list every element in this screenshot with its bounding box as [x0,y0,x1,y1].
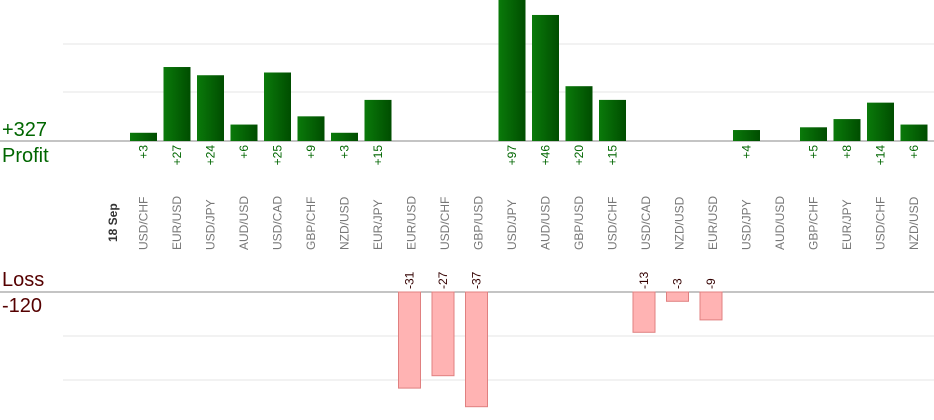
data-label: -3 [671,278,685,289]
category-label: NZD/USD [338,196,352,250]
profit-bar [230,124,258,141]
profit-bar [900,124,928,141]
profit-total: +327 [2,119,48,141]
data-label: +3 [137,145,151,159]
loss-bar [699,291,723,321]
data-label: +97 [505,145,519,166]
category-label: AUD/USD [539,196,553,250]
data-label: +6 [237,145,251,159]
data-label: +4 [740,145,754,159]
data-label: -27 [436,271,450,289]
data-label: +20 [572,145,586,166]
data-label: -37 [470,271,484,289]
loss-bar [666,291,689,302]
profit-bar [498,0,526,141]
category-label: GBP/CHF [304,197,318,250]
data-label: +3 [338,145,352,159]
profit-bar [331,132,358,141]
category-label: AUD/USD [773,196,787,250]
loss-bar [398,291,421,389]
data-label: +9 [304,145,318,159]
data-label: +15 [606,145,620,166]
category-label: GBP/USD [472,196,486,250]
value-labels: +3 +27 +24 +6 +25 +9 +3 +15 -31 -27 -37 +97 +46 +20 +1… [137,145,922,289]
profit-bar [800,127,827,141]
category-label: NZD/USD [907,196,921,250]
category-label: EUR/USD [405,196,419,250]
data-label: +15 [371,145,385,166]
profit-bar [130,132,157,141]
data-label: +46 [539,145,553,166]
data-label: -31 [403,271,417,289]
category-label: GBP/USD [572,196,586,250]
loss-total: -120 [2,295,43,317]
bars [130,0,928,408]
category-label: USD/CHF [438,197,452,250]
category-label: USD/JPY [204,199,218,250]
profit-bar [163,67,191,141]
date-label: 18 Sep [106,203,120,242]
category-label: USD/CHF [874,197,888,250]
loss-bar [465,291,488,408]
category-label: USD/JPY [740,199,754,250]
loss-bar [632,291,656,333]
profit-bar [364,99,392,141]
category-label: USD/JPY [505,199,519,250]
category-label: AUD/USD [237,196,251,250]
profit-bar [565,86,593,141]
profit-bar [532,14,559,142]
data-label: +14 [874,145,888,166]
category-label: USD/CHF [606,197,620,250]
loss-bar [431,291,455,377]
data-label: +5 [807,145,821,159]
data-label: +8 [840,145,854,159]
category-label: NZD/USD [673,196,687,250]
category-label: EUR/JPY [840,199,854,250]
category-label: USD/CAD [639,196,653,250]
data-label: +24 [204,145,218,166]
profit-bar [733,130,760,141]
loss-label: Loss [2,269,45,291]
data-label: +25 [271,145,285,166]
data-label: -13 [637,271,651,289]
profit-bar [297,116,325,141]
category-label: USD/CHF [137,197,151,250]
data-label: +6 [907,145,921,159]
category-label: GBP/CHF [807,197,821,250]
profit-bar [867,102,894,141]
data-label: -9 [704,278,718,289]
data-label: +27 [170,145,184,166]
profit-bar [833,119,861,141]
profit-bar [197,75,224,141]
profit-bar [599,99,626,141]
category-label: EUR/USD [706,196,720,250]
category-label: USD/CAD [271,196,285,250]
category-labels: 18 Sep USD/CHF EUR/USD USD/JPY AUD/USD USD/CA… [106,196,921,250]
profit-bar [264,72,291,141]
category-label: EUR/USD [170,196,184,250]
category-label: EUR/JPY [371,199,385,250]
profit-label: Profit [2,145,49,167]
